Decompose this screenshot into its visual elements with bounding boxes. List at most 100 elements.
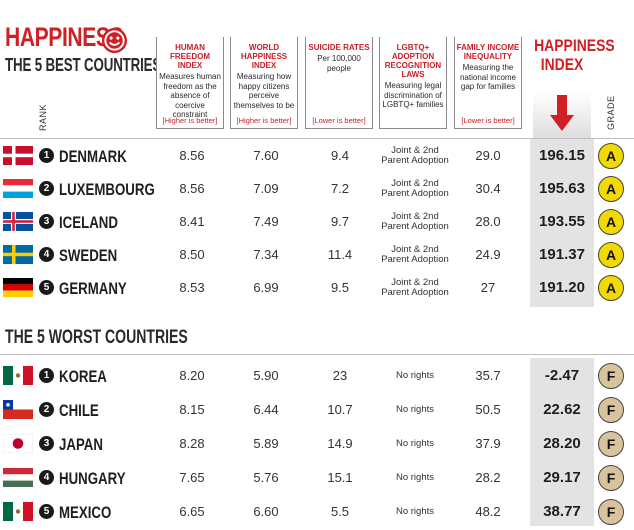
smiley-icon xyxy=(101,27,128,54)
happiness-value: 7.60 xyxy=(253,148,279,163)
income-value: 50.5 xyxy=(475,402,501,417)
rank-badge: 1 xyxy=(39,148,54,163)
country-name: JAPAN xyxy=(59,435,103,454)
table-row: 1 KOREA 8.20 5.90 23 No rights 35.7 -2.4… xyxy=(0,361,634,391)
grade-badge: A xyxy=(598,176,624,202)
table-row: 2 CHILE 8.15 6.44 10.7 No rights 50.5 22… xyxy=(0,395,634,425)
column-header-suicide: SUICIDE RATES Per 100,000 people [Lower … xyxy=(305,37,373,129)
mexico-flag-icon xyxy=(3,366,33,385)
rank-badge: 3 xyxy=(39,214,54,229)
happiness-value: 5.89 xyxy=(253,436,279,451)
grade-badge: F xyxy=(598,465,624,491)
rank-badge: 5 xyxy=(39,280,54,295)
hungary-flag-icon xyxy=(3,468,33,487)
adoption-value: Joint & 2nd Parent Adoption xyxy=(380,212,450,232)
index-value: 195.63 xyxy=(539,180,585,197)
suicide-value: 11.4 xyxy=(327,247,353,262)
column-title: HUMAN FREEDOM INDEX xyxy=(170,43,210,70)
rank-badge: 4 xyxy=(39,247,54,262)
adoption-value: No rights xyxy=(395,404,434,415)
happiness-index-title: HAPPINESS INDEX xyxy=(534,36,615,74)
column-desc: Measures human freedom as the absence of… xyxy=(159,72,221,119)
column-note: [Higher is better] xyxy=(236,116,292,125)
column-title: FAMILY INCOME INEQUALITY xyxy=(456,43,520,61)
index-value: -2.47 xyxy=(544,367,580,384)
chile-flag-icon xyxy=(3,400,33,419)
freedom-value: 8.53 xyxy=(179,280,205,295)
adoption-line1: Joint & 2nd xyxy=(391,244,439,255)
grade-badge: A xyxy=(598,242,624,268)
country-name: KOREA xyxy=(59,367,107,386)
adoption-value: Joint & 2nd Parent Adoption xyxy=(380,179,450,199)
column-header-freedom: HUMAN FREEDOM INDEX Measures human freed… xyxy=(156,37,224,129)
grade-badge: A xyxy=(598,275,624,301)
country-name: GERMANY xyxy=(59,279,127,298)
grade-badge: F xyxy=(598,431,624,457)
suicide-value: 9.7 xyxy=(330,214,350,229)
suicide-value: 5.5 xyxy=(330,504,350,519)
freedom-value: 6.65 xyxy=(179,504,205,519)
rank-label: RANK xyxy=(38,103,48,131)
happiness-value: 6.44 xyxy=(253,402,279,417)
freedom-value: 8.56 xyxy=(179,148,205,163)
index-value: 191.37 xyxy=(539,246,585,263)
adoption-line2: Parent Adoption xyxy=(381,188,449,199)
income-value: 29.0 xyxy=(475,148,501,163)
adoption-line1: Joint & 2nd xyxy=(391,211,439,222)
index-title-line2: INDEX xyxy=(540,55,584,74)
freedom-value: 8.28 xyxy=(179,436,205,451)
adoption-value: Joint & 2nd Parent Adoption xyxy=(380,245,450,265)
grade-badge: A xyxy=(598,143,624,169)
country-name: LUXEMBOURG xyxy=(59,180,155,199)
adoption-value: Joint & 2nd Parent Adoption xyxy=(380,146,450,166)
country-name: MEXICO xyxy=(59,503,112,522)
adoption-line1: Joint & 2nd xyxy=(391,178,439,189)
income-value: 37.9 xyxy=(475,436,501,451)
column-desc: Measuring the national income gap for fa… xyxy=(459,63,517,91)
happiness-value: 7.34 xyxy=(253,247,279,262)
column-title: SUICIDE RATES xyxy=(308,43,370,52)
grade-label: GRADE xyxy=(606,95,616,130)
worst-countries-title: THE 5 WORST COUNTRIES xyxy=(5,327,188,348)
income-value: 30.4 xyxy=(475,181,501,196)
grade-badge: A xyxy=(598,209,624,235)
column-note: [Higher is better] xyxy=(162,116,218,125)
table-row: 3 JAPAN 8.28 5.89 14.9 No rights 37.9 28… xyxy=(0,429,634,459)
freedom-value: 8.20 xyxy=(179,368,205,383)
column-header-happiness: WORLD HAPPINESS INDEX Measuring how happ… xyxy=(230,37,298,129)
mexico-flag-icon xyxy=(3,502,33,521)
japan-flag-icon xyxy=(3,434,33,453)
index-value: 38.77 xyxy=(543,503,581,520)
suicide-value: 9.5 xyxy=(330,280,350,295)
table-row: 5 MEXICO 6.65 6.60 5.5 No rights 48.2 38… xyxy=(0,497,634,527)
table-row: 4 HUNGARY 7.65 5.76 15.1 No rights 28.2 … xyxy=(0,463,634,493)
happiness-value: 7.09 xyxy=(253,181,279,196)
happiness-value: 5.90 xyxy=(253,368,279,383)
grade-badge: F xyxy=(598,499,624,525)
index-value: 193.55 xyxy=(539,213,585,230)
freedom-value: 8.15 xyxy=(179,402,205,417)
denmark-flag-icon xyxy=(3,146,33,165)
income-value: 35.7 xyxy=(475,368,501,383)
index-column-best xyxy=(530,138,594,307)
column-title: WORLD HAPPINESS INDEX xyxy=(240,43,288,70)
divider xyxy=(0,354,634,355)
happiness-value: 5.76 xyxy=(253,470,279,485)
index-value: 29.17 xyxy=(543,469,581,486)
happiness-value: 6.99 xyxy=(253,280,279,295)
adoption-value: No rights xyxy=(395,472,434,483)
table-row: 3 ICELAND 8.41 7.49 9.7 Joint & 2nd Paren… xyxy=(0,207,634,237)
table-row: 1 DENMARK 8.56 7.60 9.4 Joint & 2nd Paren… xyxy=(0,141,634,171)
country-name: DENMARK xyxy=(59,147,127,166)
country-name: HUNGARY xyxy=(59,469,126,488)
happiness-value: 6.60 xyxy=(253,504,279,519)
column-desc: Per 100,000 people xyxy=(317,54,361,73)
income-value: 24.9 xyxy=(475,247,501,262)
germany-flag-icon xyxy=(3,278,33,297)
iceland-flag-icon xyxy=(3,212,33,231)
adoption-line2: Parent Adoption xyxy=(381,254,449,265)
adoption-line2: Parent Adoption xyxy=(381,287,449,298)
income-value: 28.2 xyxy=(475,470,501,485)
column-header-lgbtq: LGBTQ+ ADOPTION RECOGNITION LAWS Measuri… xyxy=(379,37,447,129)
table-row: 2 LUXEMBOURG 8.56 7.09 7.2 Joint & 2nd Pa… xyxy=(0,174,634,204)
